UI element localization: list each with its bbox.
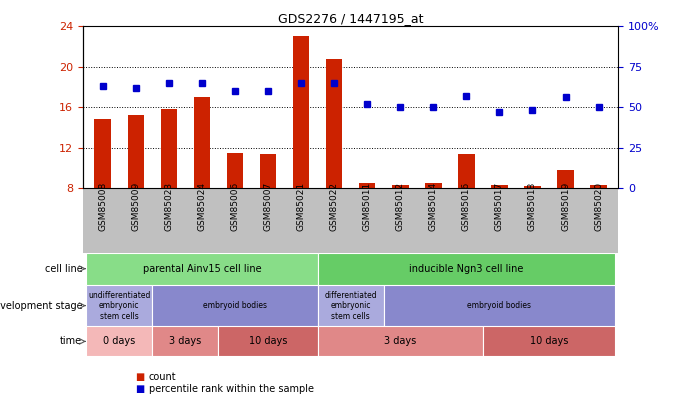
Text: ■: ■	[135, 384, 144, 394]
Bar	[152, 326, 218, 356]
Bar	[293, 36, 310, 188]
Bar	[86, 285, 152, 326]
Bar	[260, 153, 276, 188]
Bar	[524, 186, 541, 188]
Text: percentile rank within the sample: percentile rank within the sample	[149, 384, 314, 394]
Bar	[590, 185, 607, 188]
Text: count: count	[149, 373, 176, 382]
Bar	[193, 97, 210, 188]
Bar	[483, 326, 615, 356]
Bar	[392, 185, 408, 188]
Bar	[86, 326, 152, 356]
Bar	[95, 119, 111, 188]
Text: 10 days: 10 days	[249, 337, 287, 346]
Text: differentiated
embryonic
stem cells: differentiated embryonic stem cells	[324, 291, 377, 320]
Text: embryoid bodies: embryoid bodies	[467, 301, 531, 310]
Text: ■: ■	[135, 373, 144, 382]
Bar	[384, 285, 615, 326]
Bar	[128, 115, 144, 188]
Bar	[458, 153, 475, 188]
Text: time: time	[60, 337, 82, 346]
Text: inducible Ngn3 cell line: inducible Ngn3 cell line	[409, 264, 524, 274]
Bar	[557, 170, 574, 188]
Bar	[318, 253, 615, 285]
Bar	[227, 153, 243, 188]
Text: 3 days: 3 days	[384, 337, 417, 346]
Bar	[326, 59, 343, 188]
Text: 0 days: 0 days	[103, 337, 135, 346]
Bar	[359, 183, 375, 188]
Text: parental Ainv15 cell line: parental Ainv15 cell line	[142, 264, 261, 274]
Bar	[318, 326, 483, 356]
Text: 10 days: 10 days	[530, 337, 568, 346]
Text: 3 days: 3 days	[169, 337, 202, 346]
Bar	[152, 285, 318, 326]
Bar	[160, 109, 177, 188]
Bar	[86, 253, 318, 285]
Bar	[318, 285, 384, 326]
Bar	[218, 326, 318, 356]
Text: cell line: cell line	[44, 264, 82, 274]
Bar	[425, 183, 442, 188]
Text: embryoid bodies: embryoid bodies	[203, 301, 267, 310]
Text: undifferentiated
embryonic
stem cells: undifferentiated embryonic stem cells	[88, 291, 151, 320]
Bar	[491, 185, 508, 188]
Text: development stage: development stage	[0, 301, 82, 311]
Title: GDS2276 / 1447195_at: GDS2276 / 1447195_at	[278, 12, 424, 25]
